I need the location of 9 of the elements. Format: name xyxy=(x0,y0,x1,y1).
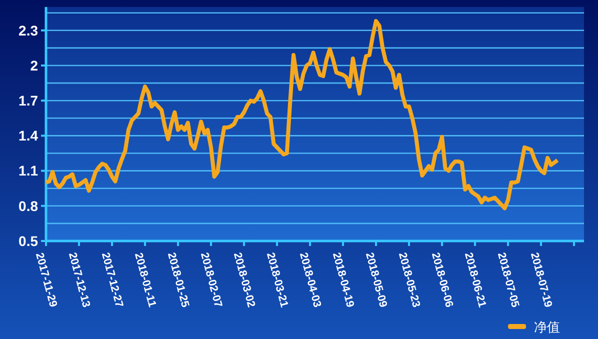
y-tick-label: 1.4 xyxy=(18,128,38,144)
y-tick-label: 0.8 xyxy=(18,198,38,214)
y-tick-label: 1.1 xyxy=(18,162,38,179)
y-tick-label: 2 xyxy=(30,57,38,74)
y-tick-label: 0.5 xyxy=(18,232,38,249)
line-series xyxy=(44,19,560,210)
y-tick-label: 2.3 xyxy=(18,22,38,38)
legend-label: 净值 xyxy=(534,320,560,335)
y-tick-label: 1.7 xyxy=(18,92,38,108)
